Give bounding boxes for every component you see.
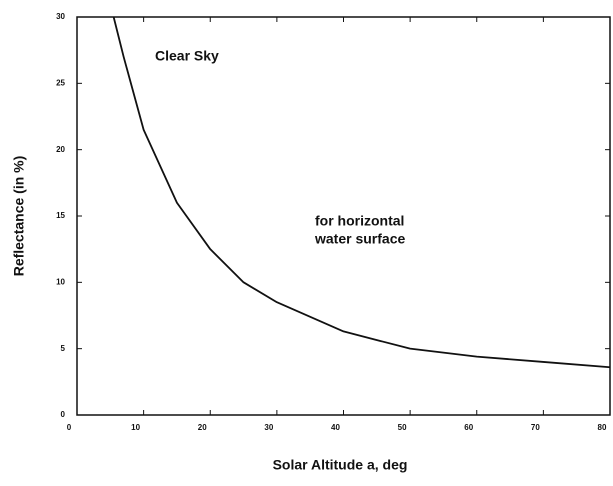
- x-axis-label: Solar Altitude a, deg: [273, 457, 408, 473]
- y-tick-label: 5: [61, 344, 66, 353]
- x-tick-label: 20: [198, 423, 207, 432]
- data-line: [112, 16, 611, 369]
- x-tick-label: 40: [331, 423, 340, 432]
- x-tick-label: 70: [531, 423, 540, 432]
- y-tick-label: 30: [56, 12, 65, 21]
- x-tick-label: 30: [264, 423, 273, 432]
- y-tick-label: 15: [56, 211, 65, 220]
- x-tick-label: 60: [464, 423, 473, 432]
- y-axis-label: Reflectance (in %): [11, 156, 27, 277]
- y-tick-label: 20: [56, 145, 65, 154]
- annotation: for horizontal: [315, 213, 404, 229]
- y-tick-label: 0: [61, 410, 66, 419]
- x-tick-label: 10: [131, 423, 140, 432]
- annotation: Clear Sky: [155, 48, 219, 64]
- x-tick-label: 50: [398, 423, 407, 432]
- x-tick-label: 80: [598, 423, 607, 432]
- x-tick-label: 0: [67, 423, 72, 432]
- y-tick-label: 25: [56, 78, 65, 87]
- y-tick-label: 10: [56, 277, 65, 286]
- annotation: water surface: [314, 231, 405, 247]
